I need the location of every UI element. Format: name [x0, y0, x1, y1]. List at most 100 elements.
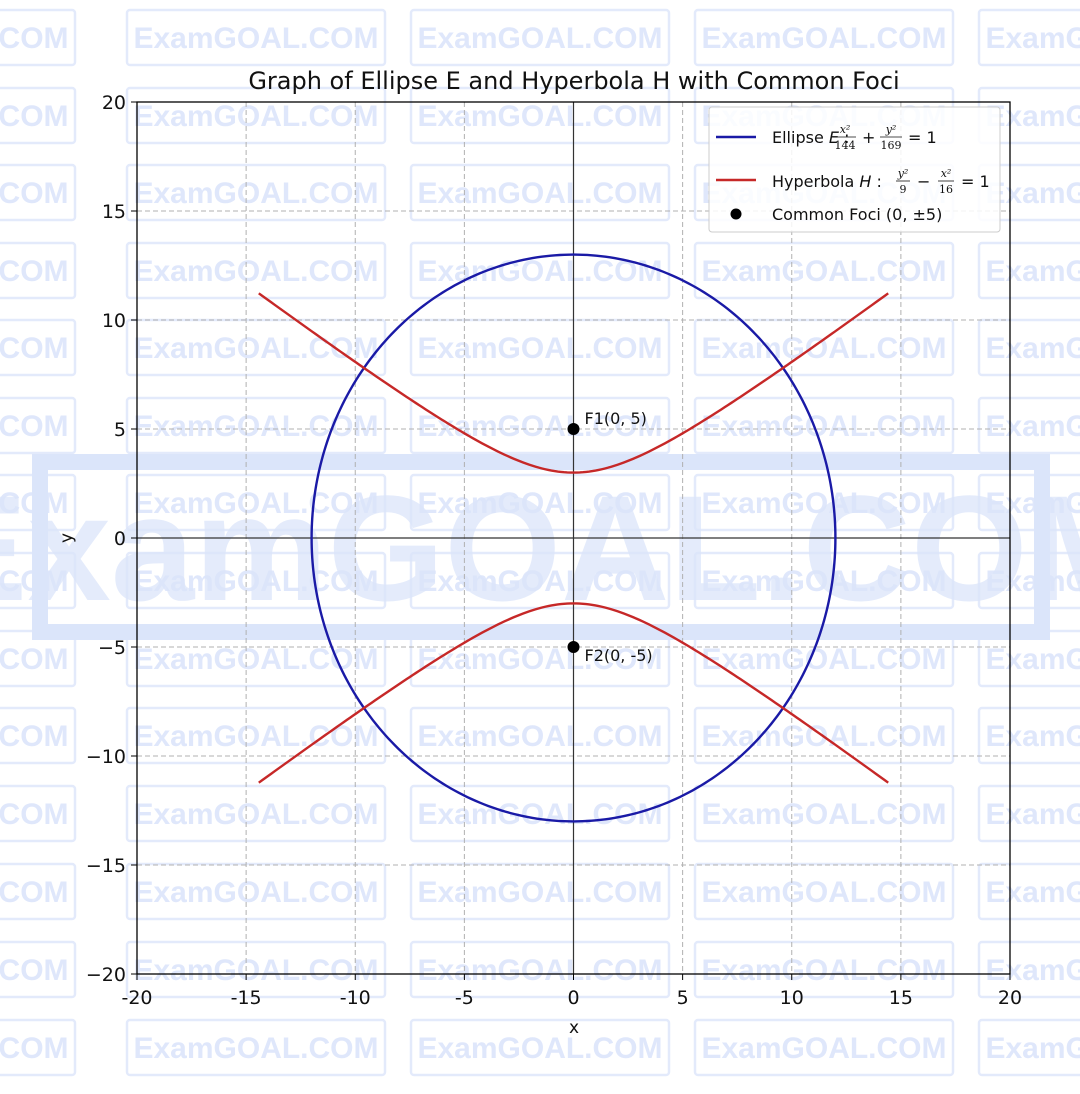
svg-text:-15: -15	[231, 987, 262, 1009]
legend-swatch-foci	[730, 208, 742, 220]
axis-ticks: -20 -15 -10 -5 0 5 10 15 20 −20 −15 −10 −5 0 5 10 15 20	[86, 92, 1022, 1009]
frac-num: y²	[885, 123, 897, 136]
frac-den: 144	[835, 139, 856, 152]
svg-text:20: 20	[998, 987, 1022, 1009]
svg-text:ExamGOAL.COM: ExamGOAL.COM	[133, 876, 378, 909]
svg-text:ExamGOAL.COM: ExamGOAL.COM	[133, 177, 378, 210]
svg-text:ExamGOAL.COM: ExamGOAL.COM	[701, 332, 946, 365]
svg-text:ExamGOAL.COM: ExamGOAL.COM	[701, 410, 946, 443]
svg-text:ExamGOAL.COM: ExamGOAL.COM	[0, 720, 69, 753]
svg-text:ExamGOAL.COM: ExamGOAL.COM	[701, 487, 946, 520]
frac-den: 16	[939, 183, 953, 196]
svg-text:ExamGOAL.COM: ExamGOAL.COM	[985, 720, 1080, 753]
svg-text:−10: −10	[86, 746, 126, 768]
legend-item-foci: Common Foci (0, ±5)	[730, 205, 942, 224]
svg-text:ExamGOAL.COM: ExamGOAL.COM	[701, 643, 946, 676]
svg-text:ExamGOAL.COM: ExamGOAL.COM	[701, 22, 946, 55]
svg-text:ExamGOAL.COM: ExamGOAL.COM	[0, 643, 69, 676]
svg-text:0: 0	[567, 987, 579, 1009]
legend-label-hyperbola: Hyperbola H :	[772, 172, 882, 191]
svg-text:ExamGOAL.COM: ExamGOAL.COM	[133, 565, 378, 598]
svg-text:ExamGOAL.COM: ExamGOAL.COM	[417, 487, 662, 520]
legend-eq: = 1	[908, 128, 937, 147]
svg-text:ExamGOAL.COM: ExamGOAL.COM	[417, 565, 662, 598]
watermark-layer: ExamGOAL.COM ExamGOAL.COM ExamGOAL.COM Exam…	[0, 8, 1080, 1077]
svg-text:ExamGOAL.COM: ExamGOAL.COM	[985, 643, 1080, 676]
svg-text:ExamGOAL.COM: ExamGOAL.COM	[701, 876, 946, 909]
svg-text:ExamGOAL.COM: ExamGOAL.COM	[417, 332, 662, 365]
svg-text:ExamGOAL.COM: ExamGOAL.COM	[0, 255, 69, 288]
svg-text:ExamGOAL.COM: ExamGOAL.COM	[985, 1032, 1080, 1065]
legend-eq: = 1	[961, 172, 990, 191]
svg-text:ExamGOAL.COM: ExamGOAL.COM	[417, 876, 662, 909]
svg-text:−15: −15	[86, 855, 126, 877]
svg-text:ExamGOAL.COM: ExamGOAL.COM	[0, 100, 69, 133]
chart-title: Graph of Ellipse E and Hyperbola H with …	[248, 67, 899, 95]
frac-den: 169	[881, 139, 902, 152]
svg-text:ExamGOAL.COM: ExamGOAL.COM	[0, 1032, 69, 1065]
svg-text:ExamGOAL.COM: ExamGOAL.COM	[0, 22, 69, 55]
legend-item-ellipse: Ellipse E : x² 144 + y² 169 = 1	[716, 123, 937, 152]
svg-text:ExamGOAL.COM: ExamGOAL.COM	[701, 255, 946, 288]
svg-text:-10: -10	[340, 987, 371, 1009]
svg-text:ExamGOAL.COM: ExamGOAL.COM	[985, 798, 1080, 831]
svg-text:ExamGOAL.COM: ExamGOAL.COM	[417, 643, 662, 676]
svg-text:ExamGOAL.COM: ExamGOAL.COM	[985, 565, 1080, 598]
svg-text:ExamGOAL.COM: ExamGOAL.COM	[0, 876, 69, 909]
svg-text:ExamGOAL.COM: ExamGOAL.COM	[133, 1032, 378, 1065]
foci-points	[567, 423, 580, 653]
svg-text:ExamGOAL.COM: ExamGOAL.COM	[701, 565, 946, 598]
frac-num: x²	[941, 167, 952, 180]
svg-text:ExamGOAL.COM: ExamGOAL.COM	[985, 487, 1080, 520]
svg-text:20: 20	[102, 92, 126, 114]
y-axis-label: y	[57, 533, 77, 543]
svg-text:5: 5	[677, 987, 689, 1009]
svg-text:ExamGOAL.COM: ExamGOAL.COM	[133, 487, 378, 520]
legend-label-ellipse: Ellipse E :	[772, 128, 849, 147]
foci-annotations: F1(0, 5) F2(0, -5)	[585, 409, 653, 665]
svg-text:ExamGOAL.COM: ExamGOAL.COM	[0, 954, 69, 987]
hyperbola-lower-branch	[258, 602, 889, 784]
svg-text:ExamGOAL.COM: ExamGOAL.COM	[985, 177, 1080, 210]
svg-text:ExamGOAL.COM: ExamGOAL.COM	[985, 100, 1080, 133]
svg-text:ExamGOAL.COM: ExamGOAL.COM	[417, 798, 662, 831]
svg-text:ExamGOAL.COM: ExamGOAL.COM	[985, 876, 1080, 909]
svg-text:ExamGOAL.COM: ExamGOAL.COM	[417, 1032, 662, 1065]
svg-text:ExamGOAL.COM: ExamGOAL.COM	[417, 410, 662, 443]
legend-item-hyperbola: Hyperbola H : y² 9 − x² 16 = 1	[716, 167, 990, 196]
svg-text:ExamGOAL.COM: ExamGOAL.COM	[133, 100, 378, 133]
svg-text:ExamGOAL.COM: ExamGOAL.COM	[0, 332, 69, 365]
svg-text:0: 0	[114, 528, 126, 550]
legend-op: −	[917, 172, 930, 191]
svg-text:ExamGOAL.COM: ExamGOAL.COM	[417, 720, 662, 753]
svg-text:ExamGOAL.COM: ExamGOAL.COM	[133, 798, 378, 831]
svg-text:ExamGOAL.COM: ExamGOAL.COM	[133, 954, 378, 987]
x-axis-label: x	[569, 1018, 579, 1038]
frac-den: 9	[900, 183, 907, 196]
svg-text:ExamGOAL.COM: ExamGOAL.COM	[985, 410, 1080, 443]
focus-annotation: F1(0, 5)	[585, 409, 647, 428]
svg-text:ExamGOAL.COM: ExamGOAL.COM	[133, 22, 378, 55]
frac-num: x²	[840, 123, 851, 136]
legend-op: +	[862, 128, 875, 147]
svg-text:ExamGOAL.COM: ExamGOAL.COM	[417, 22, 662, 55]
svg-text:ExamGOAL.COM: ExamGOAL.COM	[417, 954, 662, 987]
svg-text:ExamGOAL.COM: ExamGOAL.COM	[985, 22, 1080, 55]
focus-point	[567, 423, 580, 435]
svg-text:−5: −5	[98, 637, 126, 659]
svg-text:ExamGOAL.COM: ExamGOAL.COM	[417, 177, 662, 210]
svg-text:-20: -20	[121, 987, 152, 1009]
legend: Ellipse E : x² 144 + y² 169 = 1 Hyperbol…	[708, 106, 1001, 233]
svg-text:ExamGOAL.COM: ExamGOAL.COM	[701, 954, 946, 987]
svg-text:ExamGOAL.COM: ExamGOAL.COM	[0, 464, 1080, 632]
svg-text:ExamGOAL.COM: ExamGOAL.COM	[417, 100, 662, 133]
svg-text:15: 15	[889, 987, 913, 1009]
svg-text:ExamGOAL.COM: ExamGOAL.COM	[133, 410, 378, 443]
svg-text:ExamGOAL.COM: ExamGOAL.COM	[0, 177, 69, 210]
hyperbola-upper-branch	[258, 292, 889, 474]
svg-text:ExamGOAL.COM: ExamGOAL.COM	[701, 798, 946, 831]
svg-text:15: 15	[102, 201, 126, 223]
svg-text:−20: −20	[86, 964, 126, 986]
svg-text:ExamGOAL.COM: ExamGOAL.COM	[985, 954, 1080, 987]
